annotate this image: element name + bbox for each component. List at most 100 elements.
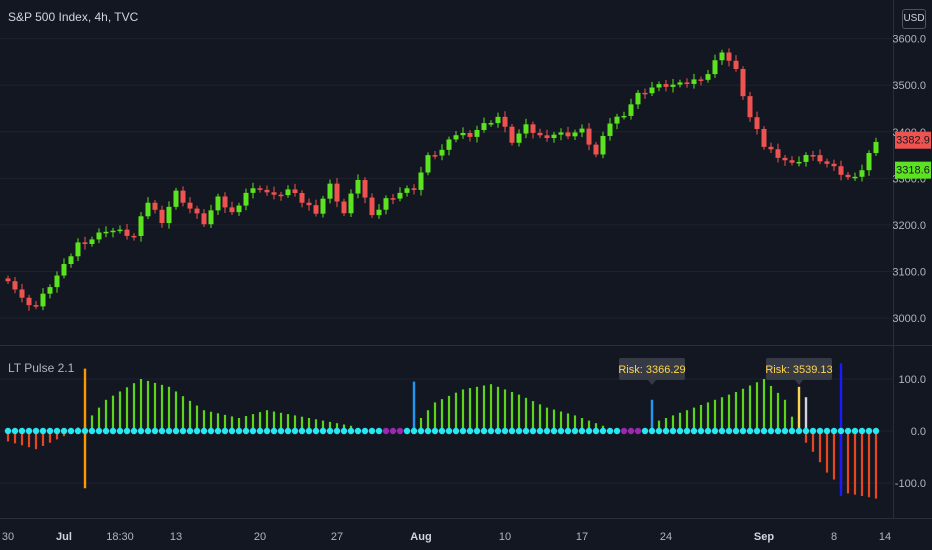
candle bbox=[117, 229, 123, 232]
zero-dot bbox=[837, 427, 845, 435]
candle bbox=[593, 144, 599, 155]
zero-dot bbox=[179, 427, 187, 435]
candle bbox=[19, 289, 25, 298]
candle bbox=[313, 205, 319, 214]
candle bbox=[488, 123, 494, 125]
zero-dot bbox=[165, 427, 173, 435]
zero-dot bbox=[676, 427, 684, 435]
time-tick-label: Jul bbox=[56, 531, 72, 543]
candle bbox=[418, 172, 424, 190]
time-tick-label: 20 bbox=[254, 531, 266, 543]
zero-dot bbox=[214, 427, 222, 435]
zero-dot bbox=[704, 427, 712, 435]
zero-dot bbox=[774, 427, 782, 435]
candle bbox=[383, 198, 389, 210]
candle bbox=[684, 82, 690, 84]
candle bbox=[614, 116, 620, 124]
zero-dot bbox=[662, 427, 670, 435]
zero-dot bbox=[550, 427, 558, 435]
candle bbox=[782, 157, 788, 161]
candle bbox=[796, 161, 802, 164]
time-tick-label: 8 bbox=[831, 531, 837, 543]
zero-dot bbox=[123, 427, 131, 435]
zero-dot bbox=[228, 427, 236, 435]
zero-dot bbox=[151, 427, 159, 435]
candle bbox=[320, 198, 326, 214]
candle bbox=[656, 84, 662, 88]
zero-dot bbox=[823, 427, 831, 435]
candle bbox=[810, 155, 816, 157]
candle bbox=[257, 188, 263, 190]
candle bbox=[390, 198, 396, 200]
candle bbox=[712, 60, 718, 75]
zero-dot bbox=[872, 427, 880, 435]
zero-dot bbox=[193, 427, 201, 435]
candle bbox=[453, 135, 459, 140]
zero-dot bbox=[88, 427, 96, 435]
zero-dot bbox=[396, 427, 404, 435]
zero-dot bbox=[375, 427, 383, 435]
zero-dot bbox=[200, 427, 208, 435]
zero-dot bbox=[858, 427, 866, 435]
indicator-title: LT Pulse 2.1 bbox=[8, 361, 75, 375]
candle bbox=[264, 189, 270, 193]
zero-dot bbox=[683, 427, 691, 435]
zero-dot bbox=[235, 427, 243, 435]
candle bbox=[404, 188, 410, 193]
zero-dot bbox=[487, 427, 495, 435]
candle bbox=[152, 202, 158, 210]
zero-dot bbox=[74, 427, 82, 435]
zero-dot bbox=[613, 427, 621, 435]
candle bbox=[775, 149, 781, 158]
zero-dot bbox=[851, 427, 859, 435]
candle bbox=[124, 229, 130, 236]
candle bbox=[376, 209, 382, 216]
zero-dot bbox=[578, 427, 586, 435]
candle bbox=[691, 79, 697, 84]
candle bbox=[747, 96, 753, 118]
candle bbox=[61, 264, 67, 276]
zero-dot bbox=[340, 427, 348, 435]
zero-dot bbox=[816, 427, 824, 435]
zero-dot bbox=[564, 427, 572, 435]
zero-dot bbox=[501, 427, 509, 435]
candle bbox=[341, 201, 347, 214]
zero-dot bbox=[53, 427, 61, 435]
price-tick-label: 3600.0 bbox=[892, 34, 926, 46]
currency-button[interactable]: USD bbox=[902, 9, 926, 29]
price-tick-label: 3000.0 bbox=[892, 313, 926, 325]
candle bbox=[824, 161, 830, 164]
zero-dot bbox=[599, 427, 607, 435]
time-tick-label: 17 bbox=[576, 531, 588, 543]
zero-dot bbox=[557, 427, 565, 435]
candle bbox=[873, 141, 879, 154]
zero-dot bbox=[4, 427, 12, 435]
candle bbox=[474, 129, 480, 137]
zero-dot bbox=[130, 427, 138, 435]
zero-dot bbox=[746, 427, 754, 435]
candle bbox=[705, 74, 711, 80]
candle bbox=[607, 123, 613, 136]
zero-dot bbox=[137, 427, 145, 435]
risk-callout: Risk: 3366.29 bbox=[618, 358, 686, 385]
zero-dot bbox=[494, 427, 502, 435]
candle bbox=[579, 128, 585, 133]
candle bbox=[866, 153, 872, 171]
zero-dot bbox=[438, 427, 446, 435]
candle bbox=[250, 188, 256, 193]
zero-dot bbox=[529, 427, 537, 435]
zero-dot bbox=[46, 427, 54, 435]
candle bbox=[159, 209, 165, 224]
candle bbox=[89, 239, 95, 244]
zero-dot bbox=[60, 427, 68, 435]
candle bbox=[859, 170, 865, 177]
candle bbox=[754, 117, 760, 129]
zero-dot bbox=[368, 427, 376, 435]
zero-dot bbox=[312, 427, 320, 435]
candle bbox=[439, 149, 445, 156]
last-price-text: 3382.9 bbox=[896, 135, 930, 147]
zero-dot bbox=[844, 427, 852, 435]
zero-dot bbox=[522, 427, 530, 435]
